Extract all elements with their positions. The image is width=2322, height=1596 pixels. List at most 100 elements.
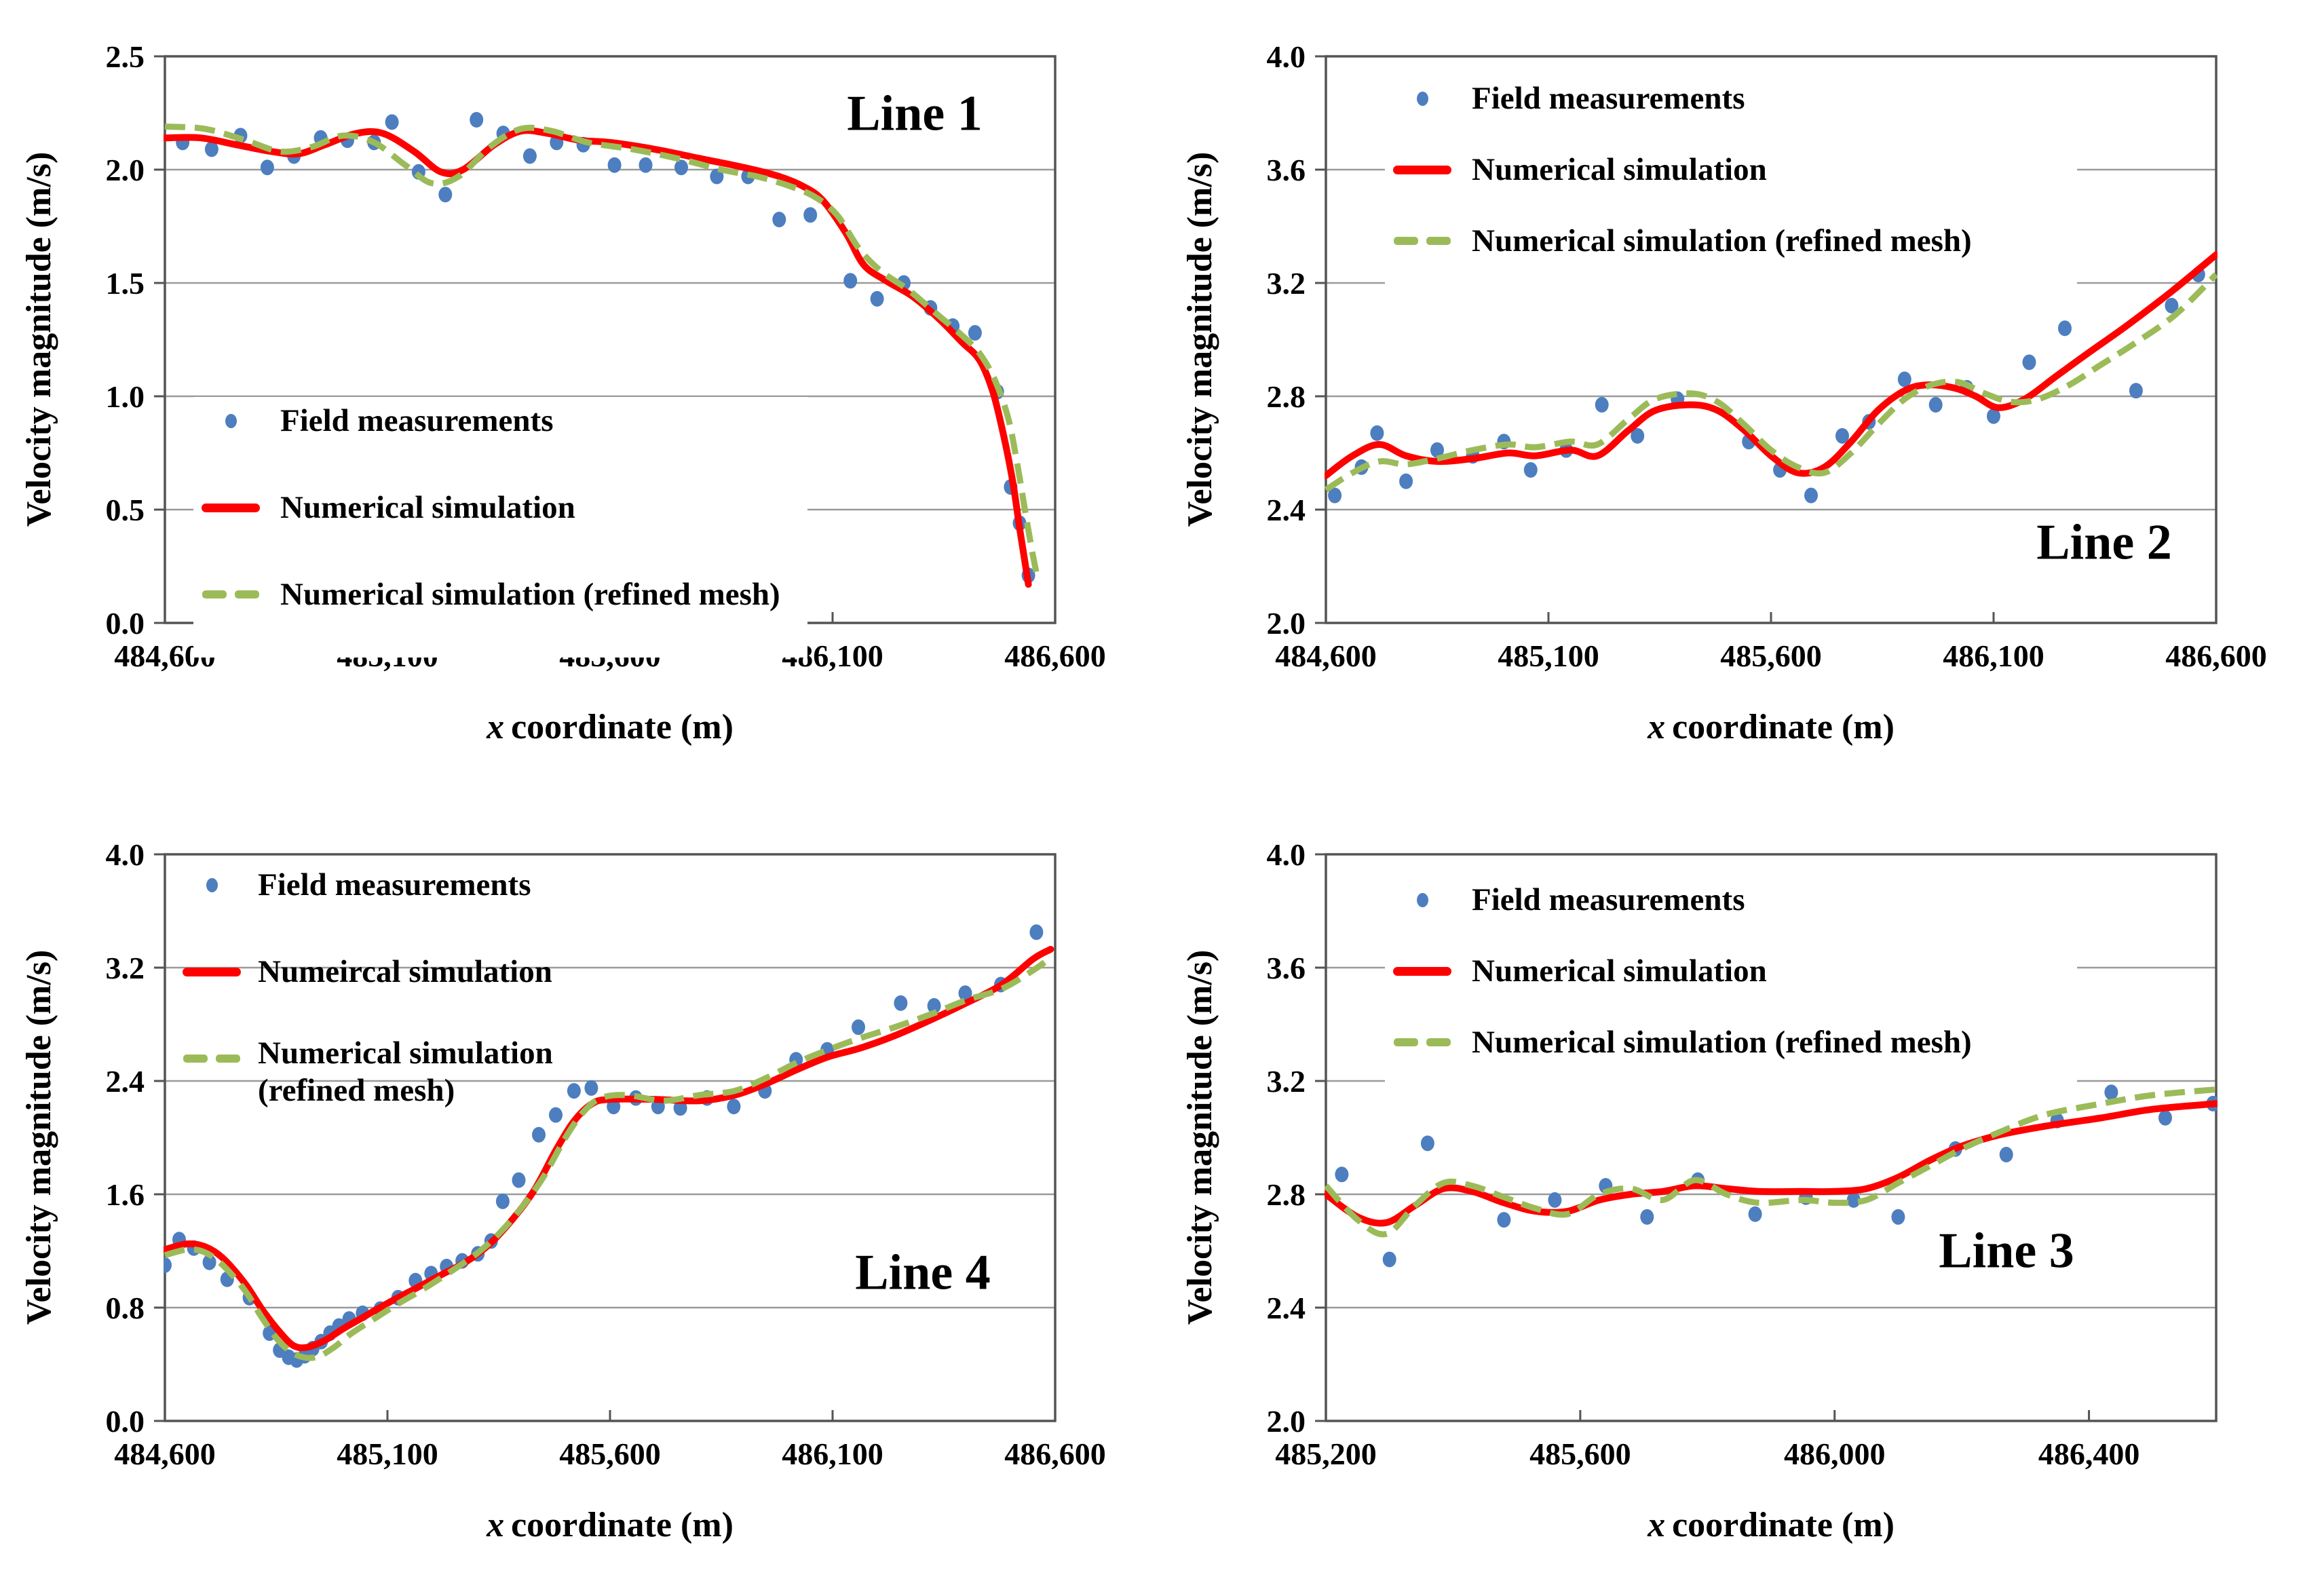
scatter-marker-icon	[178, 877, 246, 892]
scatter-marker-icon	[1385, 91, 1460, 106]
svg-text:485,200: 485,200	[1275, 1437, 1377, 1471]
svg-text:486,100: 486,100	[1943, 639, 2044, 673]
svg-text:2.4: 2.4	[1267, 493, 1306, 527]
x-axis-title-rest: coordinate (m)	[1672, 708, 1895, 746]
svg-text:2.0: 2.0	[1267, 606, 1306, 641]
solid-line-marker-icon	[1385, 165, 1460, 174]
solid-line-marker-icon	[178, 967, 246, 976]
svg-text:0.0: 0.0	[106, 606, 145, 641]
legend: Field measurements Numerical simulation …	[193, 397, 807, 658]
x-axis-title-rest: coordinate (m)	[511, 1506, 734, 1544]
svg-text:1.6: 1.6	[106, 1177, 145, 1212]
legend-label: Field measurements	[1472, 881, 1745, 917]
legend-label: Field measurements	[280, 402, 554, 438]
panel-line4: 0.0 0.8 1.6 2.4 3.2 4.0 484,600 485,100 485,600 4…	[0, 798, 1161, 1596]
legend: Field measurements Numerical simulation …	[1385, 75, 2077, 288]
svg-text:2.4: 2.4	[106, 1064, 145, 1099]
svg-text:2.0: 2.0	[1267, 1404, 1306, 1439]
legend-label: Numerical simulation	[280, 489, 575, 525]
legend-label: Numerical simulation (refined mesh)	[1472, 223, 1972, 259]
dashed-line-marker-icon	[193, 590, 268, 598]
x-axis-title-italic: x	[1648, 708, 1666, 746]
scatter-marker-icon	[193, 413, 268, 428]
legend-item-refined: Numerical simulation (refined mesh)	[193, 571, 807, 618]
svg-text:486,400: 486,400	[2038, 1437, 2140, 1471]
scatter-marker-icon	[1385, 892, 1460, 907]
svg-text:2.8: 2.8	[1267, 1177, 1306, 1212]
legend: Field measurements Numerical simulation …	[1385, 876, 2077, 1090]
x-axis-title-italic: x	[1648, 1506, 1666, 1544]
svg-text:4.0: 4.0	[106, 837, 145, 872]
solid-line-marker-icon	[193, 503, 268, 512]
svg-text:2.0: 2.0	[106, 153, 145, 187]
svg-text:2.5: 2.5	[106, 39, 145, 74]
svg-text:485,100: 485,100	[1498, 639, 1599, 673]
svg-text:0.5: 0.5	[106, 493, 145, 527]
svg-text:3.2: 3.2	[1267, 1064, 1306, 1099]
legend-item-simulation: Numerical simulation	[1385, 146, 2077, 193]
svg-text:486,100: 486,100	[782, 1437, 883, 1471]
svg-text:3.2: 3.2	[1267, 266, 1306, 301]
legend-item-refined: Numerical simulation (refined mesh)	[1385, 1019, 2077, 1066]
svg-text:486,600: 486,600	[2165, 639, 2267, 673]
plot-area: 2.0 2.4 2.8 3.2 3.6 4.0 484,600 485,100 485,600 4…	[1267, 39, 2267, 673]
legend-label: Numeircal simulation	[258, 953, 552, 989]
legend-item-field: Field measurements	[178, 861, 553, 909]
svg-text:3.6: 3.6	[1267, 951, 1306, 985]
svg-text:0.8: 0.8	[106, 1291, 145, 1325]
legend-label: Numerical simulation	[1472, 151, 1767, 187]
x-axis-title: x coordinate (m)	[487, 1505, 734, 1545]
legend-item-simulation: Numerical simulation	[1385, 947, 2077, 995]
svg-text:486,600: 486,600	[1004, 639, 1106, 673]
panel-line1: 0.00.51.01.52.02.5484,600485,100485,6004…	[0, 0, 1161, 798]
svg-text:484,600: 484,600	[1275, 639, 1377, 673]
legend-item-refined: Numerical simulation (refined mesh)	[1385, 217, 2077, 265]
legend-label: Field measurements	[258, 867, 531, 902]
x-axis-title: x coordinate (m)	[487, 707, 734, 747]
svg-text:1.5: 1.5	[106, 266, 145, 301]
dashed-line-marker-icon	[1385, 237, 1460, 245]
legend-item-simulation: Numeircal simulation	[178, 948, 553, 995]
svg-text:485,100: 485,100	[337, 1437, 438, 1471]
panel-title: Line 1	[847, 86, 983, 142]
panel-line3: 2.0 2.4 2.8 3.2 3.6 4.0 485,200 485,600 486,000 4…	[1161, 798, 2322, 1596]
x-axis-title-italic: x	[487, 1506, 505, 1544]
solid-line-marker-icon	[1385, 966, 1460, 976]
svg-text:486,600: 486,600	[1004, 1437, 1106, 1471]
svg-text:484,600: 484,600	[114, 1437, 216, 1471]
dashed-line-marker-icon	[178, 1054, 246, 1063]
svg-text:3.6: 3.6	[1267, 153, 1306, 187]
svg-text:2.4: 2.4	[1267, 1291, 1306, 1325]
svg-text:485,600: 485,600	[1720, 639, 1822, 673]
plot-area: 2.0 2.4 2.8 3.2 3.6 4.0 485,200 485,600 486,000 4…	[1267, 837, 2218, 1471]
y-axis-title: Velocity magnitude (m/s)	[20, 949, 58, 1325]
svg-text:0.0: 0.0	[106, 1404, 145, 1439]
svg-text:486,000: 486,000	[1784, 1437, 1886, 1471]
y-axis-title: Velocity magnitude (m/s)	[1181, 151, 1219, 527]
x-axis-title-rest: coordinate (m)	[511, 708, 734, 746]
svg-text:4.0: 4.0	[1267, 39, 1306, 74]
legend-item-simulation: Numerical simulation	[193, 484, 807, 531]
legend-label: Numerical simulation (refined mesh)	[1472, 1024, 1972, 1060]
legend-item-field: Field measurements	[1385, 75, 2077, 122]
svg-text:2.8: 2.8	[1267, 379, 1306, 414]
legend-item-refined: Numerical simulation (refined mesh)	[178, 1035, 553, 1108]
legend-label: Numerical simulation (refined mesh)	[258, 1036, 553, 1108]
panel-title: Line 3	[1939, 1223, 2074, 1279]
legend-label: Numerical simulation (refined mesh)	[280, 576, 780, 612]
legend-item-field: Field measurements	[193, 397, 807, 444]
svg-text:3.2: 3.2	[106, 951, 145, 985]
legend: Field measurements Numeircal simulation …	[178, 861, 553, 1122]
svg-text:1.0: 1.0	[106, 379, 145, 414]
x-axis-title-rest: coordinate (m)	[1672, 1506, 1895, 1544]
y-axis-title: Velocity magnitude (m/s)	[20, 151, 58, 527]
plot-area: 0.0 0.8 1.6 2.4 3.2 4.0 484,600 485,100 485,600 4…	[106, 837, 1106, 1471]
y-axis-title: Velocity magnitude (m/s)	[1181, 949, 1219, 1325]
x-axis-title: x coordinate (m)	[1648, 1505, 1895, 1545]
panel-line2: 2.0 2.4 2.8 3.2 3.6 4.0 484,600 485,100 485,600 4…	[1161, 0, 2322, 798]
x-axis-title-italic: x	[487, 708, 505, 746]
svg-text:485,600: 485,600	[559, 1437, 661, 1471]
dashed-line-marker-icon	[1385, 1038, 1460, 1046]
legend-item-field: Field measurements	[1385, 876, 2077, 924]
